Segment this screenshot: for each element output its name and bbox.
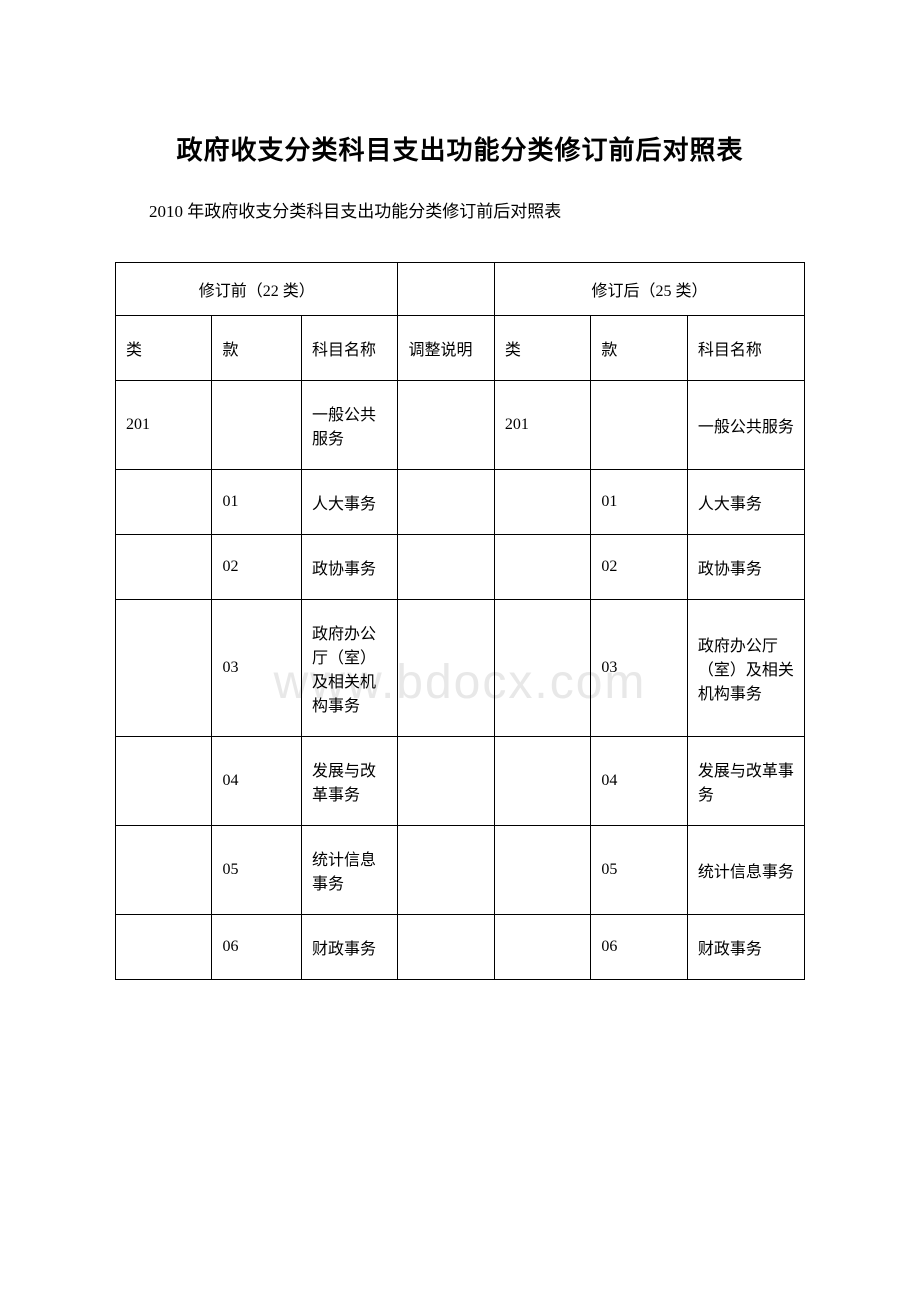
header-spacer: [398, 263, 494, 316]
cell-after-name: 政府办公厅（室）及相关机构事务: [687, 600, 804, 737]
cell-before-class: [116, 470, 212, 535]
header-before-group: 修订前（22 类）: [116, 263, 398, 316]
cell-after-section: 03: [591, 600, 687, 737]
cell-before-section: [212, 381, 302, 470]
cell-after-class: [494, 600, 590, 737]
cell-note: [398, 600, 494, 737]
cell-after-name: 财政事务: [687, 915, 804, 980]
cell-before-name: 一般公共服务: [302, 381, 398, 470]
cell-after-name: 政协事务: [687, 535, 804, 600]
cell-after-section: 02: [591, 535, 687, 600]
cell-before-class: [116, 915, 212, 980]
header-after-class: 类: [494, 316, 590, 381]
cell-after-class: 201: [494, 381, 590, 470]
table-row: 04发展与改革事务04发展与改革事务: [116, 737, 805, 826]
header-after-name: 科目名称: [687, 316, 804, 381]
table-row: 01人大事务01人大事务: [116, 470, 805, 535]
cell-before-name: 政协事务: [302, 535, 398, 600]
table-row: 03政府办公厅（室）及相关机构事务03政府办公厅（室）及相关机构事务: [116, 600, 805, 737]
document-title: 政府收支分类科目支出功能分类修订前后对照表: [115, 130, 805, 167]
cell-after-section: 04: [591, 737, 687, 826]
header-after-section: 款: [591, 316, 687, 381]
cell-before-class: 201: [116, 381, 212, 470]
cell-before-class: [116, 737, 212, 826]
cell-before-section: 03: [212, 600, 302, 737]
cell-after-class: [494, 535, 590, 600]
cell-note: [398, 381, 494, 470]
table-row: 05统计信息事务05统计信息事务: [116, 826, 805, 915]
table-header-group-row: 修订前（22 类） 修订后（25 类）: [116, 263, 805, 316]
cell-before-name: 财政事务: [302, 915, 398, 980]
cell-before-name: 统计信息事务: [302, 826, 398, 915]
header-before-name: 科目名称: [302, 316, 398, 381]
cell-before-section: 06: [212, 915, 302, 980]
table-row: 201 一般公共服务 201 一般公共服务: [116, 381, 805, 470]
cell-after-class: [494, 470, 590, 535]
cell-after-section: 01: [591, 470, 687, 535]
cell-before-section: 04: [212, 737, 302, 826]
table-row: 06财政事务06财政事务: [116, 915, 805, 980]
table-row: 02政协事务02政协事务: [116, 535, 805, 600]
cell-before-class: [116, 826, 212, 915]
table-header-columns-row: 类 款 科目名称 调整说明 类 款 科目名称: [116, 316, 805, 381]
cell-after-section: [591, 381, 687, 470]
cell-after-class: [494, 826, 590, 915]
cell-before-section: 05: [212, 826, 302, 915]
cell-before-section: 01: [212, 470, 302, 535]
cell-after-name: 统计信息事务: [687, 826, 804, 915]
document-subtitle: 2010 年政府收支分类科目支出功能分类修订前后对照表: [115, 197, 805, 222]
cell-after-name: 一般公共服务: [687, 381, 804, 470]
header-note: 调整说明: [398, 316, 494, 381]
cell-after-section: 05: [591, 826, 687, 915]
cell-note: [398, 826, 494, 915]
comparison-table: 修订前（22 类） 修订后（25 类） 类 款 科目名称 调整说明 类 款 科目…: [115, 262, 805, 980]
cell-after-name: 人大事务: [687, 470, 804, 535]
cell-before-name: 人大事务: [302, 470, 398, 535]
cell-after-section: 06: [591, 915, 687, 980]
cell-before-class: [116, 535, 212, 600]
cell-after-name: 发展与改革事务: [687, 737, 804, 826]
cell-before-name: 政府办公厅（室）及相关机构事务: [302, 600, 398, 737]
header-before-section: 款: [212, 316, 302, 381]
cell-before-name: 发展与改革事务: [302, 737, 398, 826]
header-before-class: 类: [116, 316, 212, 381]
cell-note: [398, 737, 494, 826]
cell-after-class: [494, 737, 590, 826]
cell-note: [398, 470, 494, 535]
cell-before-section: 02: [212, 535, 302, 600]
cell-before-class: [116, 600, 212, 737]
cell-note: [398, 915, 494, 980]
cell-note: [398, 535, 494, 600]
header-after-group: 修订后（25 类）: [494, 263, 804, 316]
cell-after-class: [494, 915, 590, 980]
table-body: 201一般公共服务201一般公共服务01人大事务01人大事务02政协事务02政协…: [116, 381, 805, 980]
